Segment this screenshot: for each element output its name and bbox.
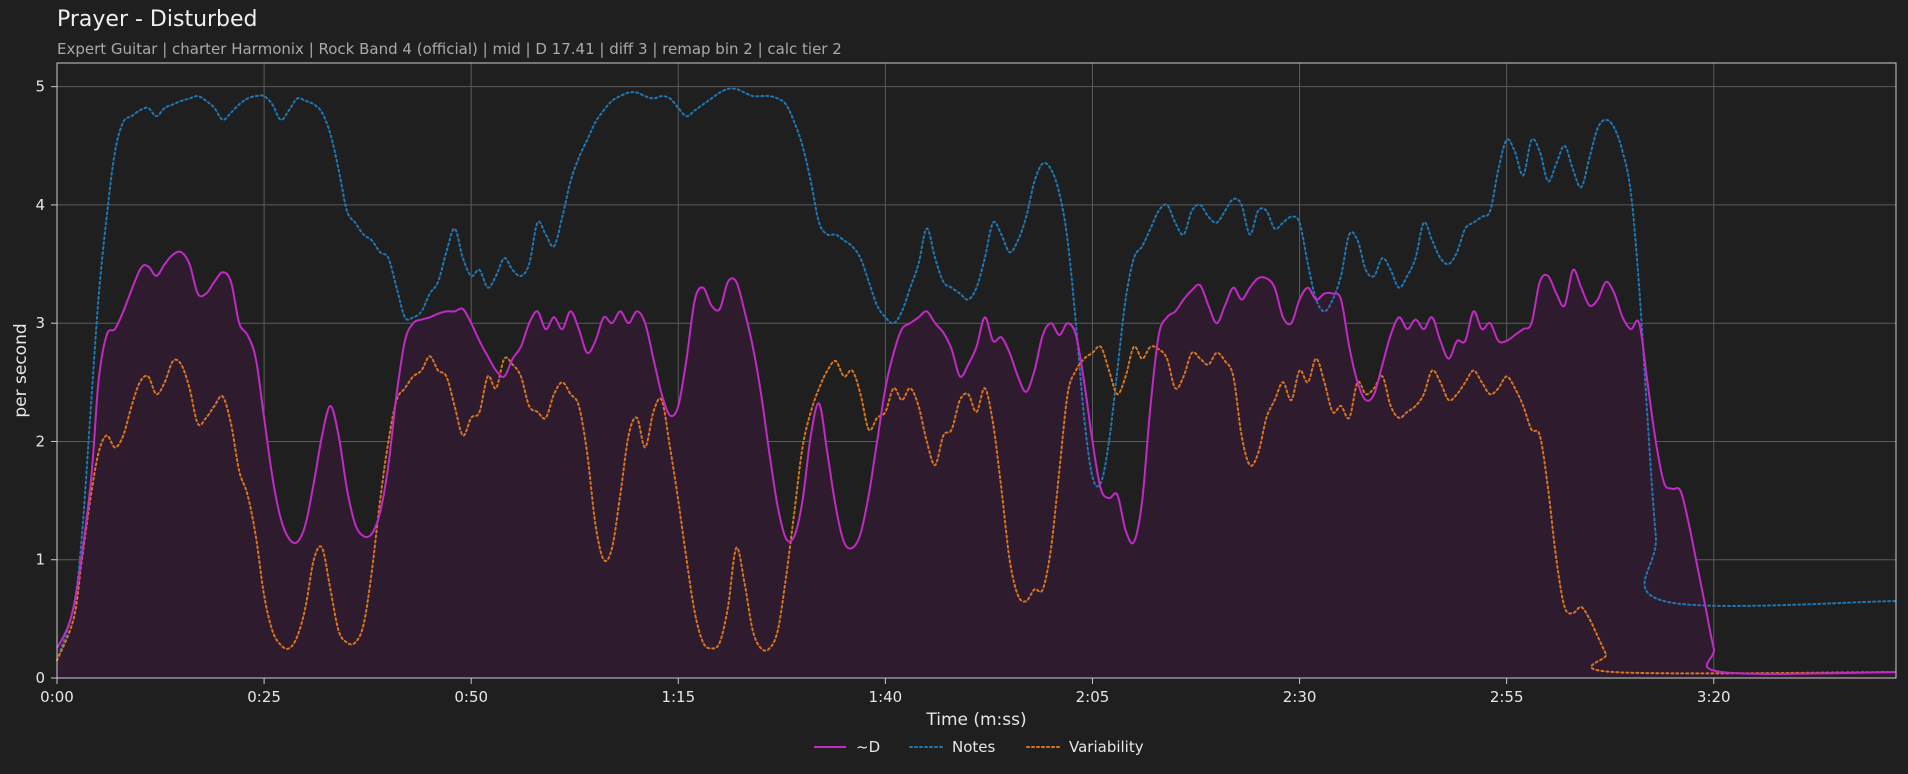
series-line-d [56, 250, 1897, 675]
plot-frame [56, 62, 1897, 679]
y-tick-label: 1 [35, 551, 45, 569]
chart-title: Prayer - Disturbed [57, 7, 258, 32]
plot-area [56, 87, 1897, 678]
y-tick-label: 3 [35, 314, 45, 332]
series-fill-d [57, 251, 1896, 678]
x-tick-label: 1:40 [869, 688, 903, 706]
x-tick-label: 0:00 [40, 688, 74, 706]
chart-subtitle: Expert Guitar | charter Harmonix | Rock … [57, 40, 842, 58]
series-line-variability [56, 345, 1897, 675]
x-axis: 0:00 0:25 0:50 1:15 1:40 2:05 2:30 2:55 3:20 [40, 678, 1731, 706]
x-tick-label: 2:55 [1490, 688, 1524, 706]
legend-label: Notes [952, 738, 996, 756]
legend: ~D Notes Variability [814, 738, 1144, 756]
legend-label: ~D [856, 738, 880, 756]
y-tick-label: 4 [35, 196, 45, 214]
x-tick-label: 0:25 [247, 688, 281, 706]
x-tick-label: 1:15 [661, 688, 695, 706]
x-tick-label: 2:05 [1076, 688, 1110, 706]
y-tick-label: 5 [35, 78, 45, 96]
y-axis-label: per second [11, 323, 31, 417]
y-axis: 0 1 2 3 4 5 [35, 78, 57, 687]
series-line-notes [56, 87, 1897, 662]
x-tick-label: 2:30 [1283, 688, 1317, 706]
x-tick-label: 3:20 [1697, 688, 1731, 706]
y-tick-label: 0 [35, 669, 45, 687]
y-tick-label: 2 [35, 432, 45, 450]
legend-label: Variability [1069, 738, 1144, 756]
x-tick-label: 0:50 [454, 688, 488, 706]
x-axis-label: Time (m:ss) [925, 710, 1026, 730]
